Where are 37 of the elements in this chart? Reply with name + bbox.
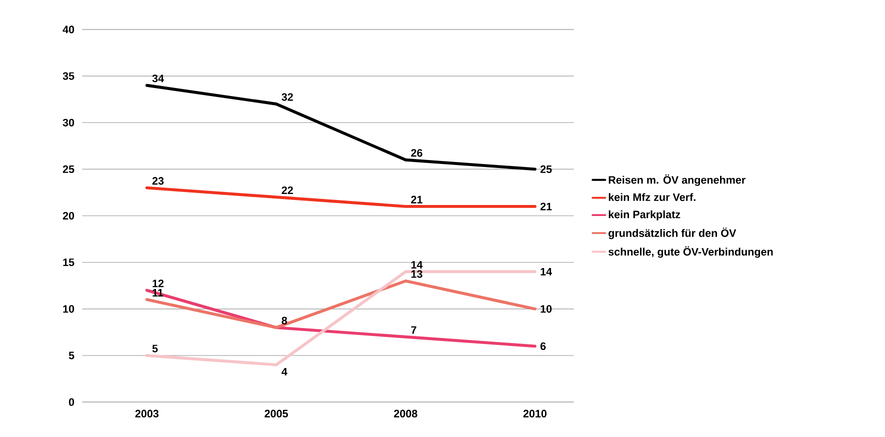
data-label: 12 xyxy=(152,279,164,287)
y-tick-label: 0 xyxy=(68,398,74,406)
data-label: 21 xyxy=(540,202,552,210)
data-label: 34 xyxy=(152,74,164,82)
y-tick-label: 30 xyxy=(62,118,74,126)
data-label: 22 xyxy=(282,186,293,194)
x-tick-label: 2005 xyxy=(264,410,288,418)
y-tick-label: 20 xyxy=(62,212,74,220)
x-tick-label: 2010 xyxy=(523,410,547,418)
legend-label: schnelle, gute ÖV-Verbindungen xyxy=(608,246,773,258)
line-series xyxy=(145,84,536,170)
y-tick-label: 25 xyxy=(62,165,74,173)
y-tick-label: 40 xyxy=(62,25,74,34)
legend-label: Reisen m. ÖV angenehmer xyxy=(608,174,746,186)
data-label: 4 xyxy=(282,368,288,376)
data-label: 14 xyxy=(540,268,552,276)
legend-label: grundsätzlich für den ÖV xyxy=(608,227,736,239)
y-tick-label: 35 xyxy=(62,72,74,80)
y-tick-label: 5 xyxy=(68,352,74,360)
data-label: 10 xyxy=(540,304,552,313)
data-label: 13 xyxy=(411,270,422,278)
data-label: 7 xyxy=(411,326,416,334)
x-tick-label: 2003 xyxy=(135,410,159,418)
data-label: 8 xyxy=(282,316,288,324)
data-label: 6 xyxy=(540,342,546,350)
data-label: 25 xyxy=(540,165,552,173)
y-tick-label: 15 xyxy=(63,258,74,266)
data-label: 14 xyxy=(411,260,423,268)
legend-label: kein Mfz zur Verf. xyxy=(608,192,696,201)
data-label: 23 xyxy=(152,176,164,184)
y-tick-label: 10 xyxy=(63,304,74,313)
data-label: 26 xyxy=(411,148,422,157)
data-label: 21 xyxy=(411,196,422,204)
x-tick-label: 2008 xyxy=(394,410,418,418)
data-label: 5 xyxy=(152,344,158,352)
legend-label: kein Parkplatz xyxy=(608,210,680,220)
data-label: 32 xyxy=(282,92,293,101)
